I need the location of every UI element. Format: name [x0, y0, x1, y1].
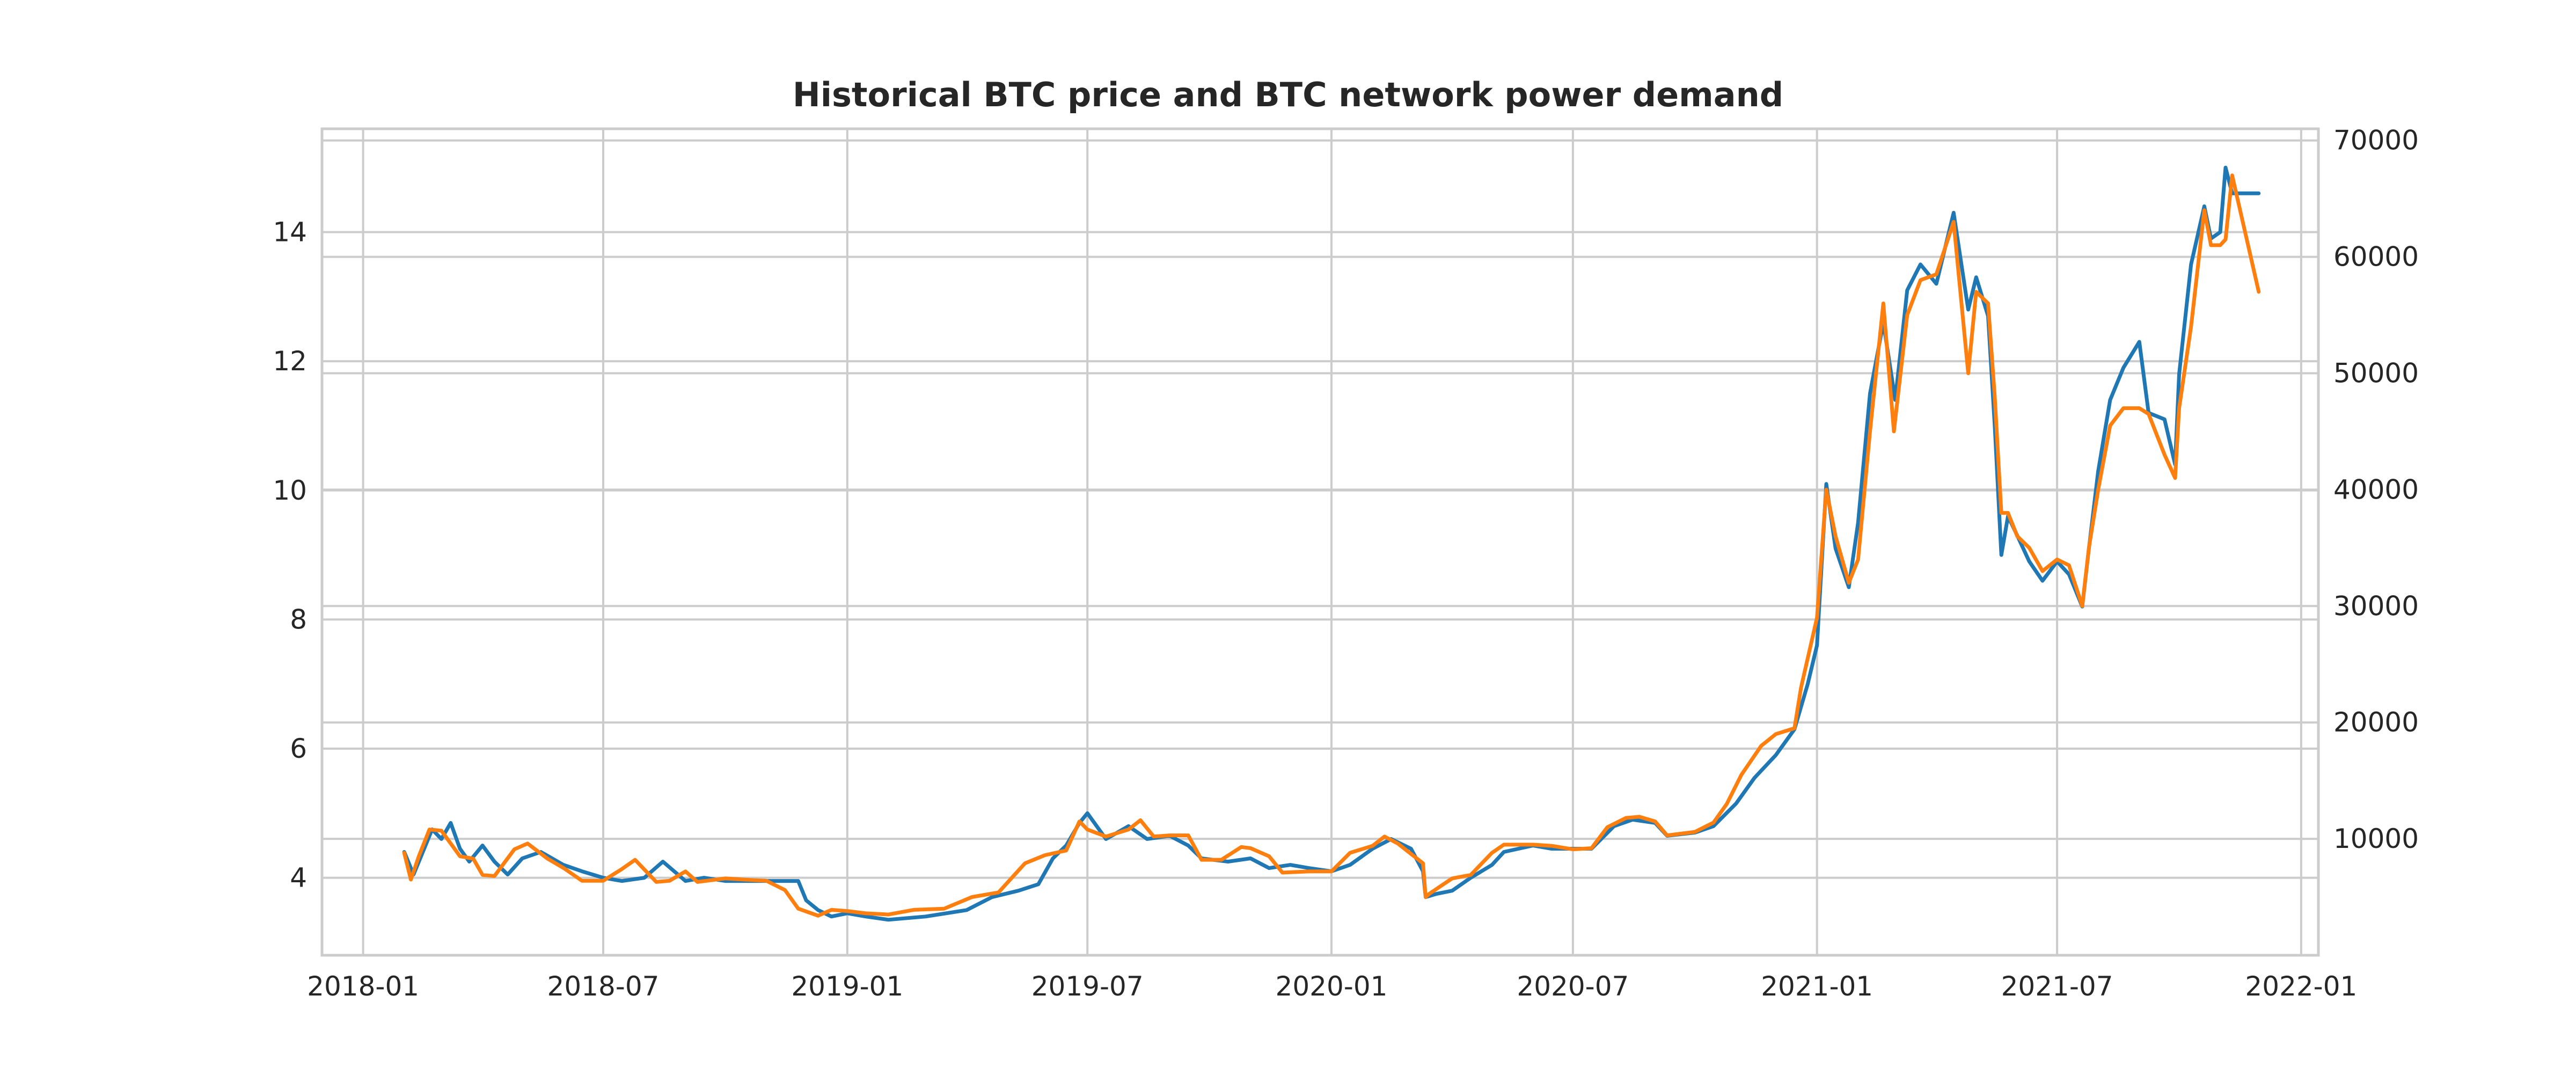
series-line-left-axis [402, 165, 2261, 922]
y-axis-left: 4 6 8 10 12 14 [273, 217, 307, 894]
x-tick-label: 2019-07 [1031, 971, 1144, 1002]
y-left-tick-label: 12 [273, 346, 307, 377]
y-right-tick-label: 70000 [2333, 125, 2419, 156]
y-right-tick-label: 20000 [2333, 707, 2419, 738]
x-tick-label: 2018-07 [547, 971, 660, 1002]
y-right-tick-label: 10000 [2333, 823, 2419, 854]
series-layer [402, 165, 2261, 922]
y-axis-right: 10000 20000 30000 40000 50000 60000 70000 [2333, 125, 2419, 854]
y-left-tick-label: 8 [290, 604, 307, 635]
chart-title: Historical BTC price and BTC network pow… [792, 75, 1784, 114]
series-line-right-axis [402, 173, 2261, 918]
x-axis: 2018-01 2018-07 2019-01 2019-07 2020-01 2020-… [307, 971, 2357, 1002]
y-right-tick-label: 50000 [2333, 357, 2419, 389]
y-left-tick-label: 10 [273, 475, 307, 506]
x-tick-label: 2021-01 [1761, 971, 1873, 1002]
y-right-tick-label: 30000 [2333, 590, 2419, 621]
plot-frame [320, 127, 2320, 957]
y-right-tick-label: 40000 [2333, 474, 2419, 505]
x-tick-label: 2021-07 [2001, 971, 2113, 1002]
x-tick-label: 2019-01 [791, 971, 903, 1002]
y-right-tick-label: 60000 [2333, 241, 2419, 273]
y-left-tick-label: 4 [290, 862, 307, 894]
x-tick-label: 2020-01 [1276, 971, 1388, 1002]
y-left-tick-label: 6 [290, 733, 307, 764]
y-left-tick-label: 14 [273, 217, 307, 248]
x-tick-label: 2022-01 [2245, 971, 2357, 1002]
x-tick-label: 2020-07 [1517, 971, 1629, 1002]
x-tick-label: 2018-01 [307, 971, 419, 1002]
grid [322, 129, 2318, 955]
